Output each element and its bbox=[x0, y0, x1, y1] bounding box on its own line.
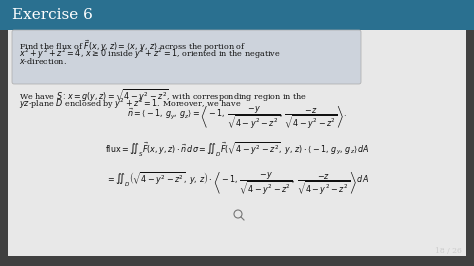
Text: $= \iint_{D} \left(\sqrt{4-y^2-z^2},\, y,\, z\right)\cdot\left\langle -1,\, \dfr: $= \iint_{D} \left(\sqrt{4-y^2-z^2},\, y… bbox=[106, 171, 368, 197]
Text: Exercise 6: Exercise 6 bbox=[12, 8, 93, 22]
Text: We have $S: x = g(y,z) = \sqrt{4-y^2-z^2}$, with corresponding region in the: We have $S: x = g(y,z) = \sqrt{4-y^2-z^2… bbox=[19, 88, 307, 105]
Bar bbox=[8, 30, 466, 256]
Text: 18 / 26: 18 / 26 bbox=[435, 247, 462, 255]
Text: $\vec{n} = \langle -1,\, g_y,\, g_z\rangle = \left\langle -1,\, \dfrac{-y}{\sqrt: $\vec{n} = \langle -1,\, g_y,\, g_z\rang… bbox=[127, 105, 347, 131]
Text: $x^2 + y^2 + z^2 = 4,\, x \geq 0$ inside $y^2 + z^2 = 1$, oriented in the negati: $x^2 + y^2 + z^2 = 4,\, x \geq 0$ inside… bbox=[19, 47, 281, 61]
FancyBboxPatch shape bbox=[12, 30, 361, 84]
Text: $yz$-plane $D$ enclosed by $y^2 + z^2 = 1$. Moreover, we have: $yz$-plane $D$ enclosed by $y^2 + z^2 = … bbox=[19, 97, 241, 111]
Text: $x$-direction.: $x$-direction. bbox=[19, 56, 67, 66]
Text: $\mathrm{flux} = \iint_{S} \vec{F}(x,y,z)\cdot\vec{n}\, d\sigma = \iint_{D} \vec: $\mathrm{flux} = \iint_{S} \vec{F}(x,y,z… bbox=[105, 141, 369, 159]
Bar bbox=[0, 0, 474, 30]
Text: Find the flux of $\vec{F}(x,y,z) = \langle x,\, y,\, z\rangle$ across the portio: Find the flux of $\vec{F}(x,y,z) = \lang… bbox=[19, 38, 246, 54]
